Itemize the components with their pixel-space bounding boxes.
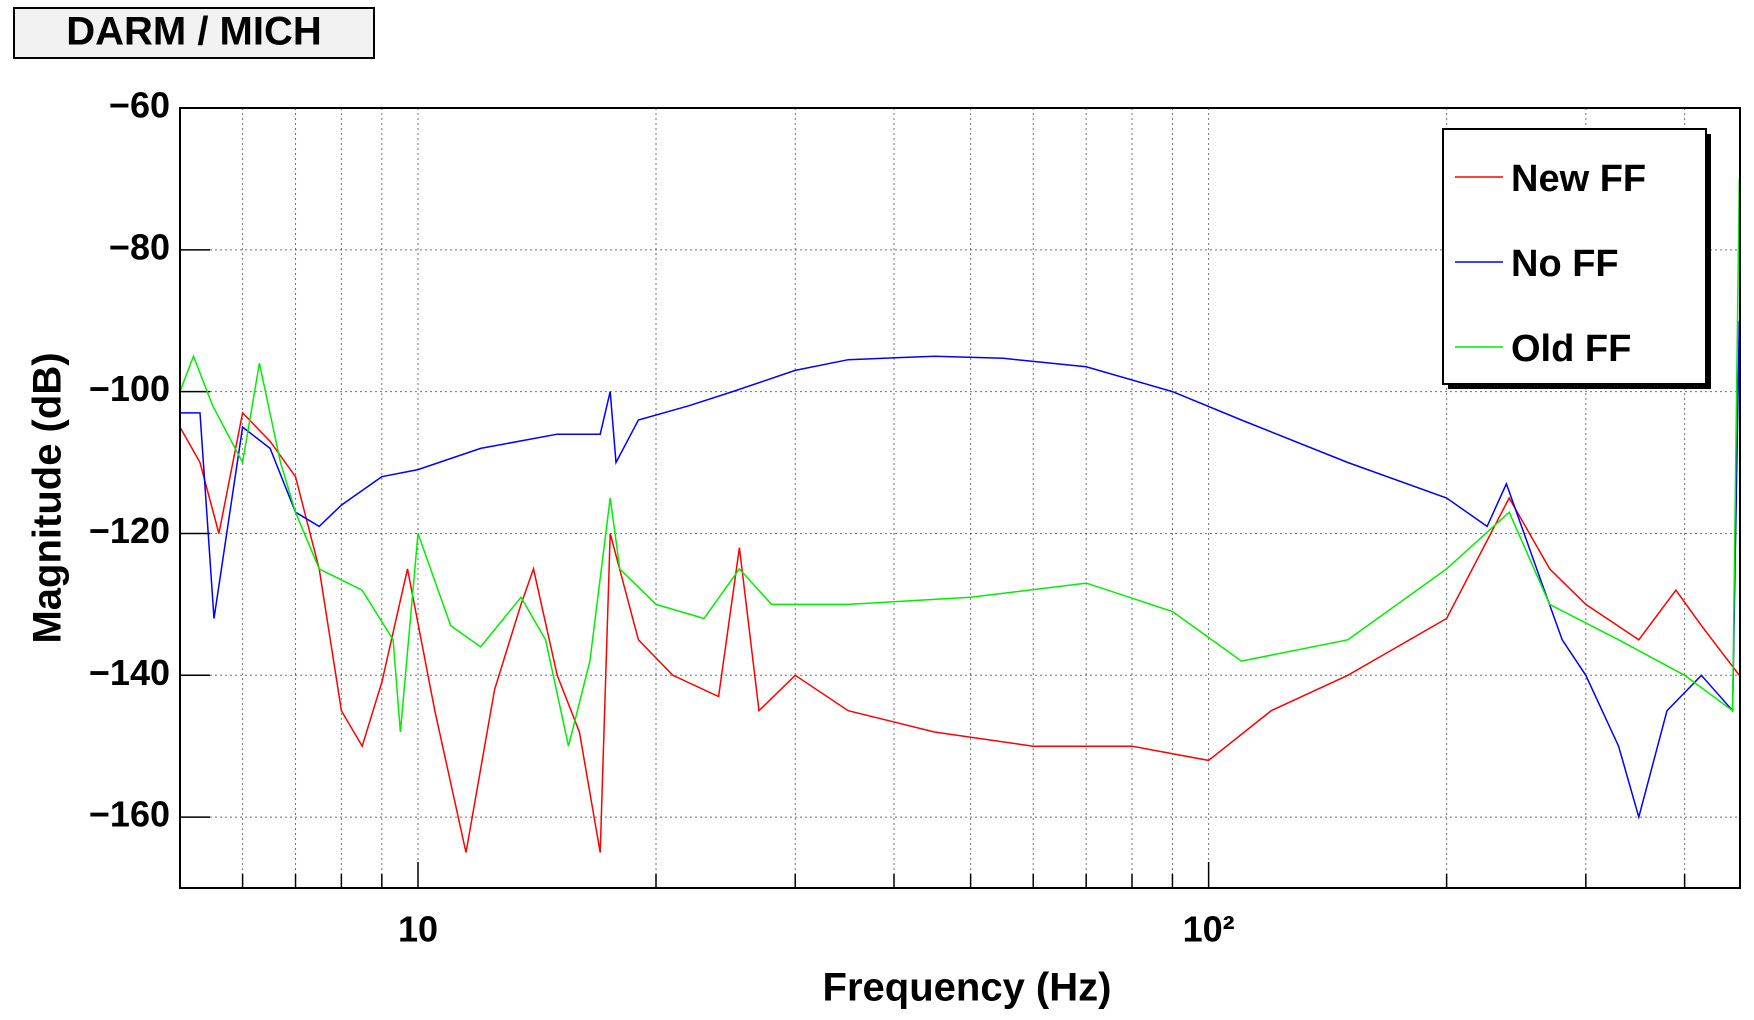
y-tick-label: −160 [89,794,170,835]
legend-box [1442,128,1707,385]
legend-label: Old FF [1511,328,1631,370]
x-tick-label: 10² [1183,909,1235,950]
y-tick-label: −100 [89,368,170,409]
legend-label: New FF [1511,158,1646,200]
y-tick-label: −140 [89,652,170,693]
series-line [180,178,1740,747]
title-box [13,7,375,59]
y-tick-label: −80 [109,226,170,267]
chart-title: DARM / MICH [66,10,322,54]
plot-frame [179,107,1741,889]
x-axis-label: Frequency (Hz) [823,966,1112,1010]
x-tick-label: 10 [398,909,438,950]
y-axis-label: Magnitude (dB) [26,352,70,643]
series-line [180,320,1740,820]
y-tick-label: −120 [89,510,170,551]
legend-label: No FF [1511,243,1619,285]
y-tick-label: −60 [109,85,170,126]
series-line [180,411,1740,853]
